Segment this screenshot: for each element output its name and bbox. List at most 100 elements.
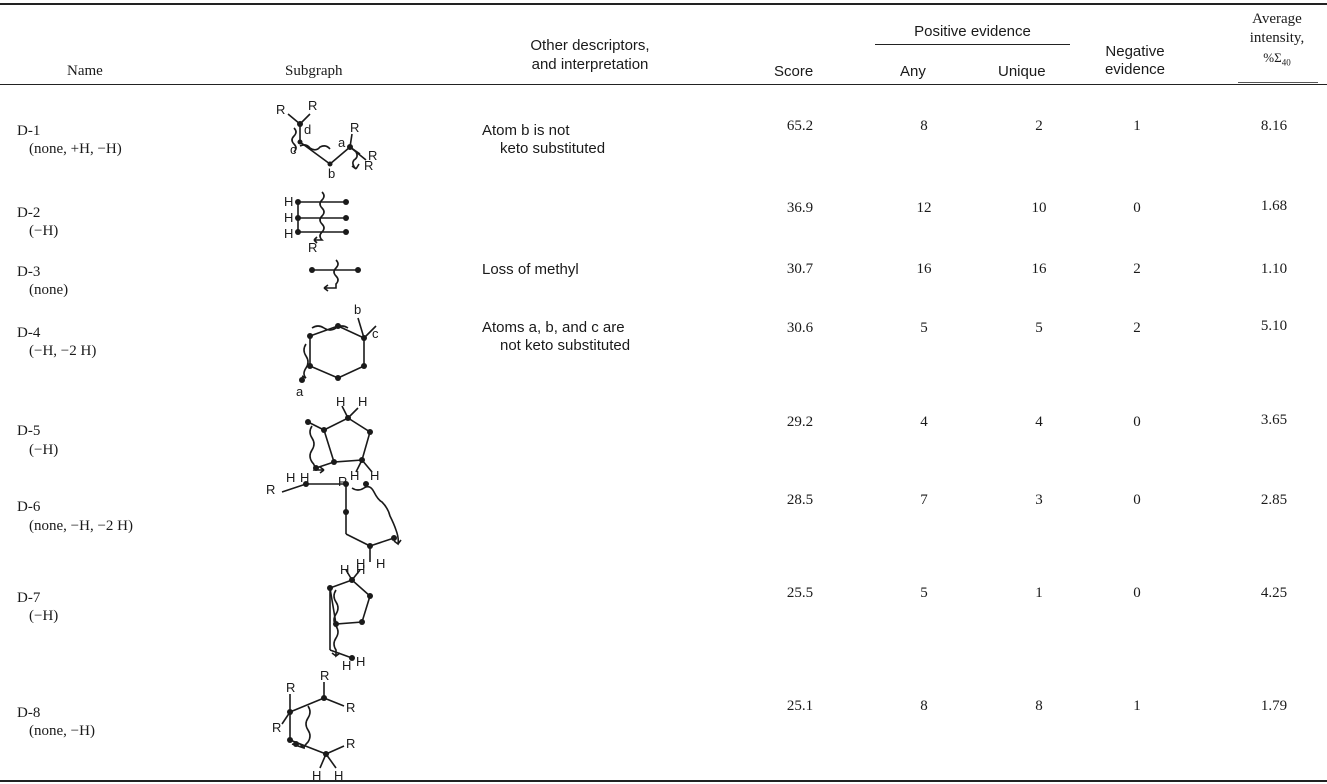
subgraph-d8-structure: R R R R R H H: [272, 668, 355, 783]
row-d7-score: 25.5: [786, 585, 814, 601]
row-d6-avg: 2.85: [1260, 492, 1288, 508]
header-score: Score: [774, 63, 814, 80]
subgraph-d1-label-c: c: [290, 142, 297, 157]
row-d7-unique: 1: [1035, 585, 1043, 601]
header-avg-2: intensity,: [1249, 30, 1305, 46]
row-d1-interp1: Atom b is not: [482, 122, 570, 139]
row-d8-name: D-8: [17, 705, 41, 721]
subgraph-d4-structure: b c a: [296, 302, 379, 399]
row-d7-avg: 4.25: [1260, 585, 1288, 601]
row-d1-any: 8: [920, 118, 928, 134]
subgraph-d6-label-h1: H: [286, 470, 295, 485]
subgraph-d2-label-h2: H: [284, 210, 293, 225]
row-d8-sub: (none, −H): [29, 723, 95, 739]
row-d1-interp2: keto substituted: [500, 140, 606, 157]
subgraph-d6-label-r1: R: [266, 482, 275, 497]
subgraph-d7-label-h3: H: [342, 658, 351, 673]
row-d1-name: D-1: [17, 123, 41, 139]
row-d4-any: 5: [920, 320, 928, 336]
subgraph-d7-label-h2: H: [356, 562, 365, 577]
row-d4-score: 30.6: [786, 320, 814, 336]
row-d1-avg: 8.16: [1260, 118, 1288, 134]
subgraph-d2-label-h3: H: [284, 226, 293, 241]
subgraph-d5-label-h2: H: [358, 394, 367, 409]
row-d3-score: 30.7: [786, 261, 814, 277]
subgraph-d8-label-r3: R: [346, 700, 355, 715]
row-d5-name: D-5: [17, 423, 41, 439]
subgraph-d7-structure: H H H H: [327, 562, 373, 673]
row-d1-score: 65.2: [786, 118, 814, 134]
row-d1-negative: 1: [1133, 118, 1141, 134]
row-d3-sub: (none): [29, 282, 69, 298]
row-d3-any: 16: [916, 261, 932, 277]
header-any: Any: [900, 63, 926, 80]
header-avg-1: Average: [1252, 11, 1302, 27]
subgraph-d5-label-h4: H: [370, 468, 379, 483]
row-d8-avg: 1.79: [1260, 698, 1288, 714]
subgraph-d8-label-h2: H: [334, 768, 343, 783]
header-negative-2: evidence: [1104, 61, 1166, 78]
subgraph-d8-label-r2: R: [320, 668, 329, 683]
row-d2-any: 12: [916, 200, 932, 216]
row-d2-unique: 10: [1031, 200, 1047, 216]
header-avg-3: %Σ40: [1228, 48, 1326, 73]
subgraph-d2-label-r: R: [308, 240, 317, 255]
row-d7-name: D-7: [17, 590, 41, 606]
subgraph-d7-label-h1: H: [340, 562, 349, 577]
header-other-1: Other descriptors,: [530, 37, 650, 54]
row-d2-name: D-2: [17, 205, 41, 221]
subgraph-d1-label-r3: R: [350, 120, 359, 135]
subgraph-d1-label-d: d: [304, 122, 311, 137]
row-d3-unique: 16: [1031, 261, 1047, 277]
header-positive: Positive evidence: [914, 23, 1031, 40]
header-other-2: and interpretation: [531, 56, 649, 73]
row-d4-negative: 2: [1133, 320, 1141, 336]
row-d5-unique: 4: [1035, 414, 1043, 430]
row-d4-avg: 5.10: [1260, 318, 1288, 334]
bottom-rule: [0, 780, 1327, 782]
subgraph-d4-label-b: b: [354, 302, 361, 317]
row-d6-name: D-6: [17, 499, 41, 515]
header-negative-1: Negative: [1105, 43, 1165, 60]
row-d4-name: D-4: [17, 325, 41, 341]
row-d7-negative: 0: [1133, 585, 1141, 601]
avg-sigma: %Σ: [1263, 50, 1282, 65]
row-d2-negative: 0: [1133, 200, 1141, 216]
row-d7-any: 5: [920, 585, 928, 601]
header-name: Name: [67, 63, 103, 79]
row-d2-avg: 1.68: [1260, 198, 1288, 214]
row-d7-sub: (−H): [29, 608, 59, 624]
subgraph-d8-label-h1: H: [312, 768, 321, 783]
subgraph-d2-structure: H H H R: [284, 191, 349, 255]
subgraph-d8-label-r4: R: [272, 720, 281, 735]
row-d6-negative: 0: [1133, 492, 1141, 508]
avg-subscript: 40: [1281, 57, 1291, 68]
row-d5-avg: 3.65: [1260, 412, 1288, 428]
row-d5-sub: (−H): [29, 442, 59, 458]
subgraph-d3-structure: [309, 259, 361, 292]
row-d3-name: D-3: [17, 264, 41, 280]
row-d8-any: 8: [920, 698, 928, 714]
subgraph-d1-label-r4: R: [368, 148, 377, 163]
subgraph-d6-structure: R H H R H H: [266, 470, 402, 571]
subgraph-d1-label-r2: R: [308, 98, 317, 113]
subgraph-d8-label-r1: R: [286, 680, 295, 695]
subgraph-d5-structure: H H H H: [305, 394, 379, 483]
row-d8-score: 25.1: [786, 698, 814, 714]
row-d6-sub: (none, −H, −2 H): [29, 518, 133, 534]
top-rule: [0, 3, 1327, 5]
row-d6-unique: 3: [1035, 492, 1043, 508]
subgraph-d6-label-h4: H: [376, 556, 385, 571]
row-d4-sub: (−H, −2 H): [29, 343, 97, 359]
header-unique: Unique: [998, 63, 1046, 80]
row-d6-any: 7: [920, 492, 928, 508]
row-d1-unique: 2: [1035, 118, 1043, 134]
subgraph-d4-label-a: a: [296, 384, 304, 399]
subgraph-d1-label-r1: R: [276, 102, 285, 117]
header-rule: [0, 84, 1327, 85]
row-d3-avg: 1.10: [1260, 261, 1288, 277]
subgraph-d6-label-r2: R: [338, 474, 347, 489]
row-d3-negative: 2: [1133, 261, 1141, 277]
row-d4-interp2: not keto substituted: [500, 337, 631, 354]
row-d2-score: 36.9: [786, 200, 814, 216]
